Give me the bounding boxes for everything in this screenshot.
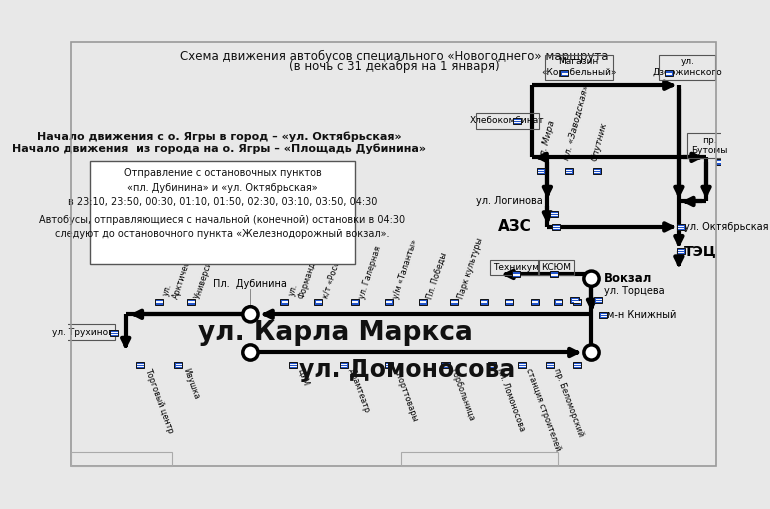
Text: пл. Ломоносова: пл. Ломоносова (495, 367, 526, 433)
Text: ул. Карла Маркса: ул. Карла Маркса (198, 320, 473, 346)
Bar (174, 362, 182, 369)
Bar (554, 299, 562, 305)
Bar (665, 70, 673, 76)
Text: ул. Мира: ул. Мира (537, 119, 557, 161)
Bar (594, 297, 602, 303)
Bar (280, 299, 289, 305)
Bar (715, 158, 724, 164)
Bar (677, 224, 685, 230)
Bar (599, 312, 608, 318)
Text: КСЮМ: КСЮМ (541, 263, 571, 272)
Bar (546, 362, 554, 369)
Circle shape (584, 345, 599, 360)
Text: пр.
Бутомы: пр. Бутомы (691, 136, 728, 155)
Text: Хлебокомбинат: Хлебокомбинат (470, 117, 545, 125)
Text: к/т «Россия»: к/т «Россия» (321, 246, 346, 300)
Bar (561, 70, 568, 76)
Bar (441, 362, 450, 369)
Bar (552, 224, 560, 230)
Bar (505, 299, 514, 305)
Bar (110, 330, 118, 336)
Text: ЦУМ: ЦУМ (296, 367, 310, 387)
Text: Парк культуры: Парк культуры (457, 236, 485, 300)
Text: (в ночь с 31 декабря на 1 января): (в ночь с 31 декабря на 1 января) (290, 60, 500, 73)
Bar (513, 118, 521, 124)
Circle shape (243, 345, 258, 360)
Text: Драмтеатр: Драмтеатр (346, 367, 371, 414)
Text: Торговый центр: Торговый центр (142, 367, 175, 435)
Text: Автобусы, отправляющиеся с начальной (конечной) остановки в 04:30
следуют до ост: Автобусы, отправляющиеся с начальной (ко… (39, 215, 406, 239)
Bar (419, 299, 427, 305)
Text: Схема движения автобусов специального «Новогоднего» маршрута: Схема движения автобусов специального «Н… (180, 49, 609, 63)
Text: ул. Логинова: ул. Логинова (476, 196, 542, 207)
Text: АЗС: АЗС (498, 219, 532, 235)
Text: Университет: Университет (193, 245, 219, 300)
Bar (350, 299, 359, 305)
Bar (550, 271, 558, 277)
Text: ул. Торцева: ул. Торцева (604, 286, 665, 296)
Bar (289, 362, 297, 369)
Bar (480, 299, 488, 305)
Text: Начало движения  из города на о. Ягры – «Площадь Дубинина»: Начало движения из города на о. Ягры – «… (12, 144, 426, 154)
Text: ул.
Формандийское: ул. Формандийское (287, 229, 326, 300)
Text: пр. Беломорский: пр. Беломорский (552, 367, 586, 438)
Text: станция строителей: станция строителей (524, 367, 563, 452)
Circle shape (584, 271, 599, 287)
Bar (531, 299, 539, 305)
Bar (340, 362, 348, 369)
Text: Пл. Победы: Пл. Победы (425, 251, 449, 300)
Bar (385, 362, 393, 369)
Text: Горбольница: Горбольница (448, 367, 476, 422)
Text: м-н Книжный: м-н Книжный (607, 310, 676, 320)
Bar (592, 168, 601, 174)
Bar (488, 362, 497, 369)
Text: Магазин
«Корабельный»: Магазин «Корабельный» (541, 57, 617, 77)
Bar (677, 247, 685, 253)
Text: Спорттовары: Спорттовары (391, 367, 419, 423)
Bar (573, 299, 581, 305)
Text: Техникум: Техникум (493, 263, 539, 272)
Text: Спутник: Спутник (590, 121, 609, 161)
Text: ул. Октябрьская: ул. Октябрьская (684, 222, 768, 232)
Bar (155, 299, 163, 305)
Text: ТЭЦ: ТЭЦ (684, 244, 717, 258)
Bar (573, 362, 581, 369)
Text: пл. «Заводская»: пл. «Заводская» (563, 84, 591, 161)
Bar (314, 299, 323, 305)
Text: Ивушка: Ивушка (181, 367, 200, 401)
Bar (571, 297, 578, 303)
Text: ул.
Арктическая: ул. Арктическая (162, 242, 196, 300)
Bar (136, 362, 144, 369)
Text: у/м «Таланты»: у/м «Таланты» (391, 238, 419, 300)
Text: Вокзал: Вокзал (604, 272, 653, 285)
Text: ул. Галерная: ул. Галерная (357, 245, 383, 300)
Bar (187, 299, 195, 305)
Bar (537, 168, 544, 174)
Text: ул.
Дзержинского: ул. Дзержинского (652, 57, 722, 77)
Text: Пл.  Дубинина: Пл. Дубинина (213, 279, 287, 289)
Text: ул. Трухинова: ул. Трухинова (52, 328, 119, 337)
Bar (512, 271, 520, 277)
FancyBboxPatch shape (90, 161, 355, 264)
Bar (564, 168, 573, 174)
Text: Отправление с остановочных пунктов
«пл. Дубинина» и «ул. Октябрьская»
в 23:10, 2: Отправление с остановочных пунктов «пл. … (68, 168, 377, 207)
Text: ул. Домоносова: ул. Домоносова (300, 358, 515, 382)
Bar (385, 299, 393, 305)
Bar (450, 299, 458, 305)
Text: Начало движения с о. Ягры в город – «ул. Октябрьская»: Начало движения с о. Ягры в город – «ул.… (37, 132, 401, 143)
Circle shape (243, 307, 258, 322)
Bar (518, 362, 526, 369)
Bar (550, 211, 558, 217)
